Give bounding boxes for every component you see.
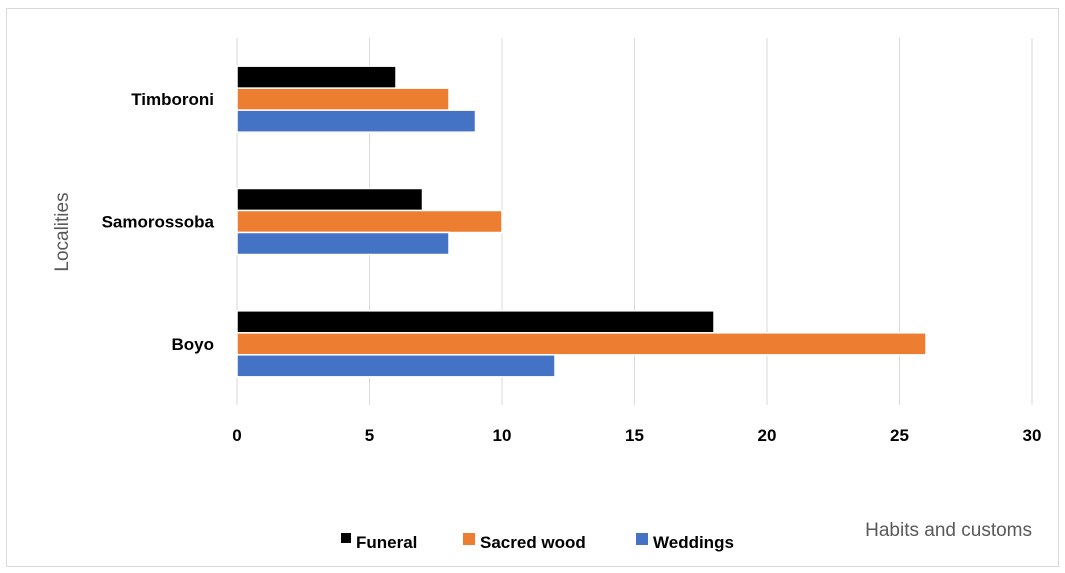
x-tick-label: 25 xyxy=(890,426,909,445)
category-labels: Boyo Samorossoba Timboroni xyxy=(102,90,215,354)
legend-label: Sacred wood xyxy=(480,533,586,552)
y-axis-title: Localities xyxy=(52,192,73,271)
bar-boyo-sacred-wood xyxy=(236,332,927,356)
x-axis-title: Habits and customs xyxy=(865,520,1032,541)
category-label: Timboroni xyxy=(131,90,214,109)
x-tick-label: 15 xyxy=(625,426,644,445)
legend-swatch-sacred-wood xyxy=(463,533,475,545)
bar-samorossoba-sacred-wood xyxy=(236,209,503,234)
bar-samorossoba-funeral xyxy=(236,187,424,212)
bar-timboroni-funeral xyxy=(236,65,397,89)
x-tick-label: 5 xyxy=(365,426,374,445)
x-tick-label: 0 xyxy=(232,426,241,445)
category-label: Boyo xyxy=(172,335,215,354)
x-tick-label: 30 xyxy=(1023,426,1042,445)
x-tick-label: 10 xyxy=(493,426,512,445)
legend-swatch-funeral xyxy=(341,533,351,543)
legend: Funeral Sacred wood Weddings xyxy=(341,533,734,552)
bar-timboroni-sacred-wood xyxy=(236,87,450,111)
bar-boyo-funeral xyxy=(236,310,715,334)
x-tick-labels: 0 5 10 15 20 25 30 xyxy=(232,426,1041,445)
chart-frame xyxy=(6,8,1059,567)
legend-label: Weddings xyxy=(653,533,734,552)
bar-timboroni-weddings xyxy=(236,109,477,133)
category-label: Samorossoba xyxy=(102,213,215,232)
bars xyxy=(236,65,927,378)
legend-label: Funeral xyxy=(356,533,417,552)
x-tick-label: 20 xyxy=(758,426,777,445)
legend-swatch-weddings xyxy=(636,533,648,545)
bar-boyo-weddings xyxy=(236,354,556,378)
bar-samorossoba-weddings xyxy=(236,231,450,256)
